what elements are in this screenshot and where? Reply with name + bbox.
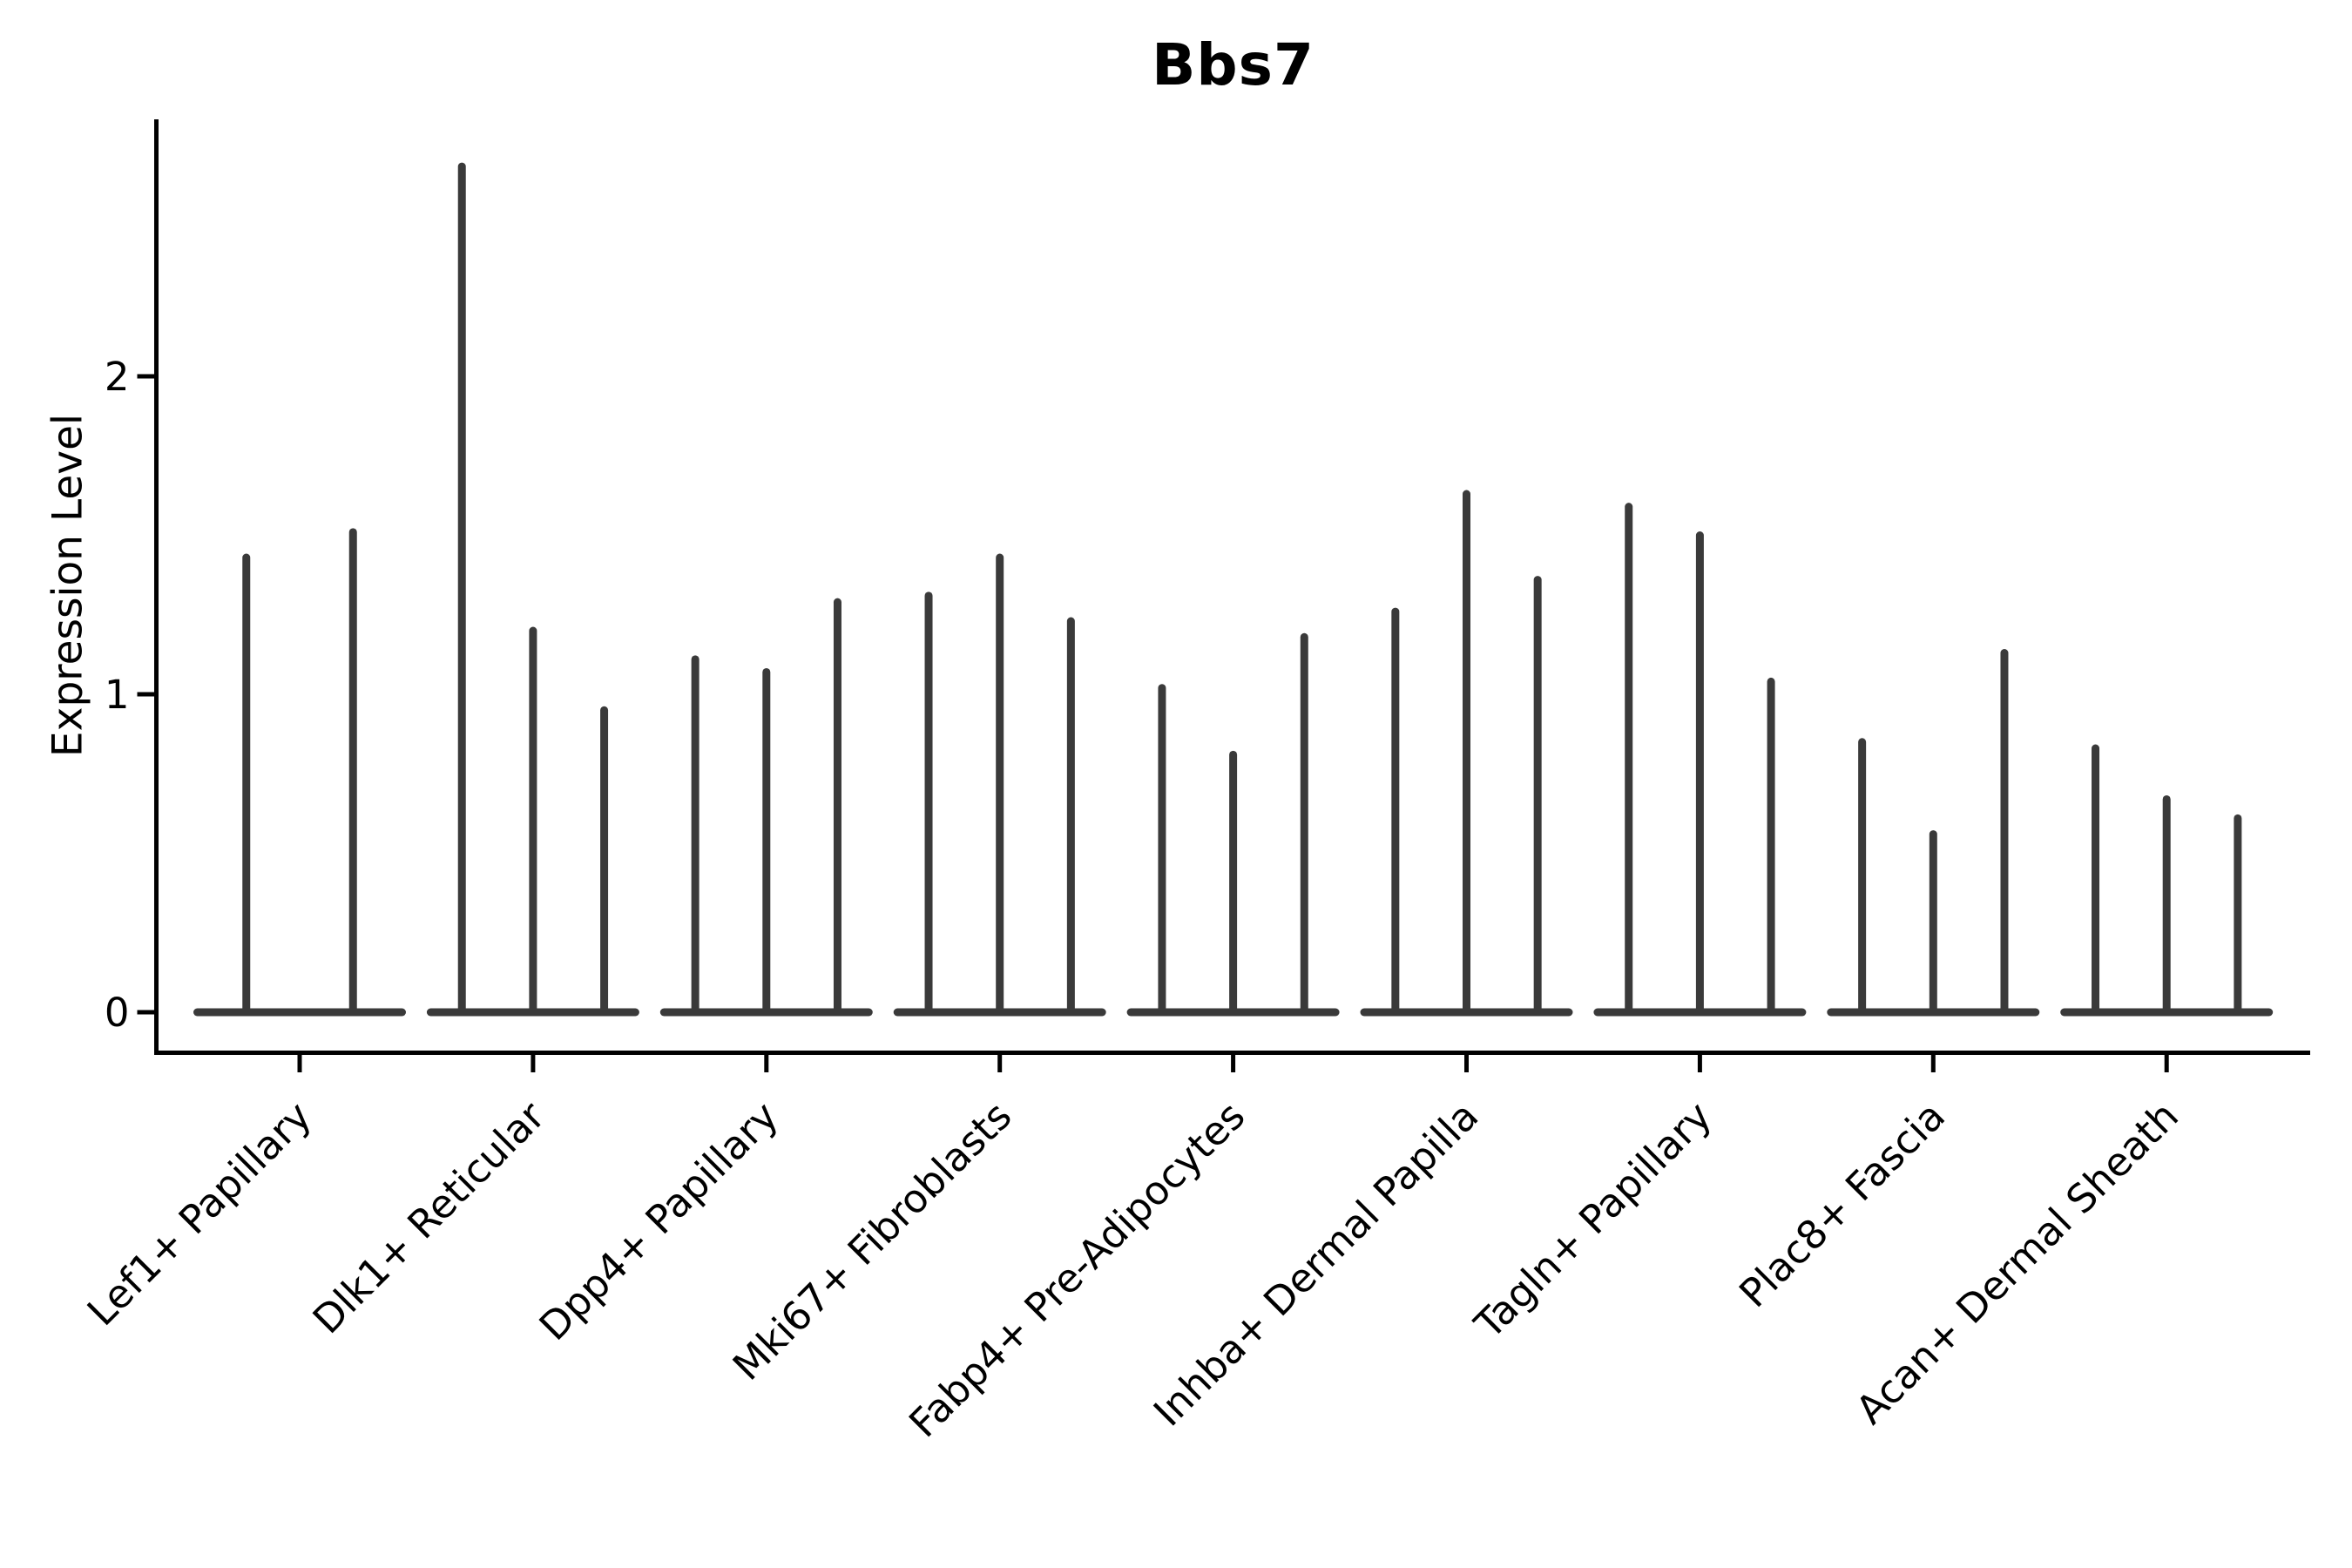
x-tick-label: Dlk1+ Reticular [304,1092,554,1342]
y-tick-label: 0 [105,990,130,1036]
x-tick-label: Dpp4+ Papillary [531,1092,787,1349]
y-tick-label: 2 [105,354,130,400]
y-tick-label: 1 [105,672,130,718]
chart-title: Bbs7 [1152,31,1315,98]
x-tick-label: Lef1+ Papillary [78,1092,321,1335]
x-tick-label: Tagln+ Papillary [1465,1092,1720,1348]
x-tick-label: Plac8+ Fascia [1730,1092,1954,1316]
